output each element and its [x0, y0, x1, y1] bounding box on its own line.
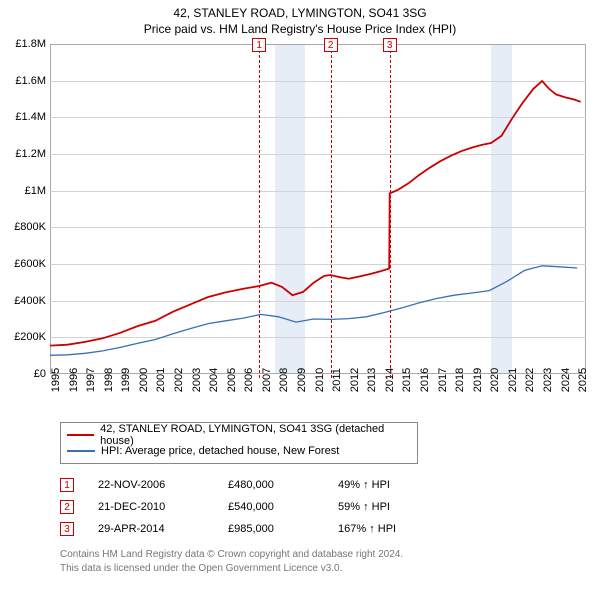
chart-container: 42, STANLEY ROAD, LYMINGTON, SO41 3SG Pr… — [0, 0, 600, 590]
y-axis-tick-label: £600K — [2, 258, 46, 270]
event-number-badge: 2 — [60, 500, 74, 514]
event-row: 1 22-NOV-2006£480,00049% ↑ HPI — [60, 474, 600, 496]
event-marker-badge: 2 — [324, 38, 338, 52]
y-axis-tick-label: £1.4M — [2, 111, 46, 123]
series-line — [50, 81, 581, 346]
chart-plot-area: £0£200K£400K£600K£800K£1M£1.2M£1.4M£1.6M… — [50, 44, 586, 374]
y-axis-tick-label: £800K — [2, 221, 46, 233]
chart-footer: Contains HM Land Registry data © Crown c… — [60, 548, 600, 575]
footer-line-2: This data is licensed under the Open Gov… — [60, 562, 600, 576]
event-price: £480,000 — [228, 479, 338, 491]
event-number-badge: 3 — [60, 522, 74, 536]
legend-label: HPI: Average price, detached house, New … — [101, 445, 339, 457]
y-axis-tick-label: £1.6M — [2, 75, 46, 87]
chart-subtitle: Price paid vs. HM Land Registry's House … — [0, 22, 600, 36]
y-axis-tick-label: £200K — [2, 331, 46, 343]
series-line — [50, 266, 577, 356]
event-date: 22-NOV-2006 — [98, 479, 228, 491]
y-axis-tick-label: £1.2M — [2, 148, 46, 160]
event-date: 29-APR-2014 — [98, 523, 228, 535]
legend-label: 42, STANLEY ROAD, LYMINGTON, SO41 3SG (d… — [100, 423, 411, 447]
event-hpi-delta: 49% ↑ HPI — [338, 479, 390, 491]
event-marker-badge: 3 — [383, 38, 397, 52]
legend-item: 42, STANLEY ROAD, LYMINGTON, SO41 3SG (d… — [67, 427, 411, 443]
y-axis-tick-label: £0 — [2, 368, 46, 380]
event-hpi-delta: 167% ↑ HPI — [338, 523, 396, 535]
title-block: 42, STANLEY ROAD, LYMINGTON, SO41 3SG Pr… — [0, 0, 600, 36]
event-row: 2 21-DEC-2010£540,00059% ↑ HPI — [60, 496, 600, 518]
legend-box: 42, STANLEY ROAD, LYMINGTON, SO41 3SG (d… — [60, 422, 418, 464]
event-hpi-delta: 59% ↑ HPI — [338, 501, 390, 513]
event-number-badge: 1 — [60, 478, 74, 492]
legend-swatch — [67, 434, 94, 436]
events-table: 1 22-NOV-2006£480,00049% ↑ HPI 2 21-DEC-201… — [60, 474, 600, 540]
y-axis-tick-label: £1M — [2, 185, 46, 197]
event-date: 21-DEC-2010 — [98, 501, 228, 513]
event-row: 3 29-APR-2014£985,000167% ↑ HPI — [60, 518, 600, 540]
event-marker-badge: 1 — [252, 38, 266, 52]
event-price: £985,000 — [228, 523, 338, 535]
legend-swatch — [67, 450, 95, 452]
event-price: £540,000 — [228, 501, 338, 513]
y-axis-tick-label: £1.8M — [2, 38, 46, 50]
chart-title: 42, STANLEY ROAD, LYMINGTON, SO41 3SG — [0, 6, 600, 20]
footer-line-1: Contains HM Land Registry data © Crown c… — [60, 548, 600, 562]
chart-lines-svg — [50, 44, 586, 374]
y-axis-tick-label: £400K — [2, 295, 46, 307]
